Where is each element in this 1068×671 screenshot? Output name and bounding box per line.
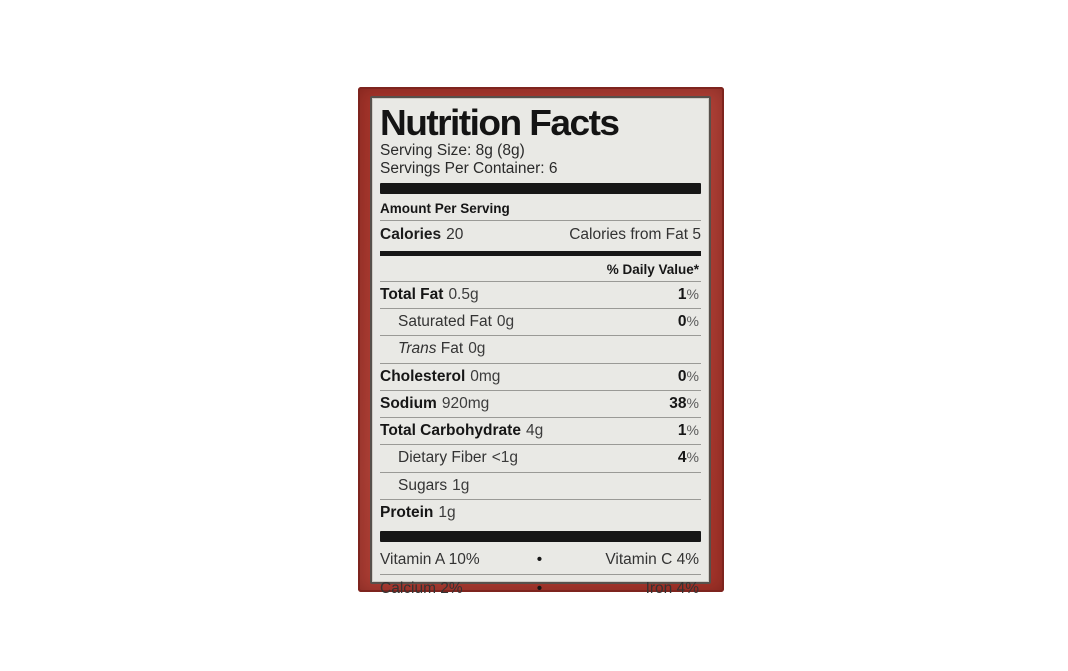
calories-label: Calories 20 — [380, 225, 464, 243]
bullet-separator: • — [536, 551, 543, 569]
nutrient-row-saturated-fat: Saturated Fat 0g 0% — [380, 309, 701, 337]
vitamin-row-2: Calcium 2% • Iron 4% — [380, 575, 701, 603]
nutrition-facts-label: Nutrition Facts Serving Size: 8g (8g) Se… — [370, 96, 711, 597]
nutrient-row-total-fat: Total Fat 0.5g 1% — [380, 282, 701, 309]
nutrient-rows: Total Fat 0.5g 1% Saturated Fat 0g 0% Tran… — [380, 282, 701, 527]
calories-from-fat: Calories from Fat 5 — [569, 225, 701, 243]
nutrient-row-protein: Protein 1g — [380, 503, 456, 521]
calories-row: Calories 20 Calories from Fat 5 — [380, 221, 701, 249]
label-title: Nutrition Facts — [380, 102, 620, 143]
daily-value-header: % Daily Value* — [380, 257, 701, 282]
divider-bar-thick-bottom — [380, 531, 701, 543]
nutrient-row-sugars: Sugars 1g — [380, 473, 701, 500]
vitamin-c: Vitamin C 4% — [605, 551, 699, 569]
nutrient-row-sodium: Sodium 920mg 38% — [380, 391, 701, 419]
calories-value: 20 — [446, 225, 464, 243]
nutrient-row-dietary-fiber: Dietary Fiber <1g 4% — [380, 445, 701, 473]
nutrient-row-total-carbohydrate: Total Carbohydrate 4g 1% — [380, 418, 701, 446]
nutrient-row-cholesterol: Cholesterol 0mg 0% — [380, 364, 701, 391]
vitamin-a: Vitamin A 10% — [380, 551, 480, 569]
amount-per-serving-header: Amount Per Serving — [380, 198, 701, 221]
calcium: Calcium 2% — [380, 580, 463, 598]
serving-size: Serving Size: 8g (8g) — [380, 141, 525, 159]
nutrient-row-trans-fat: Trans Fat 0g — [380, 336, 701, 364]
vitamin-row-1: Vitamin A 10% • Vitamin C 4% — [380, 546, 701, 576]
iron: Iron 4% — [645, 580, 699, 598]
divider-bar-thick-top — [380, 182, 701, 194]
divider-bar-medium — [380, 250, 701, 256]
bullet-separator: • — [536, 580, 543, 598]
servings-per-container: Servings Per Container: 6 — [380, 159, 558, 177]
